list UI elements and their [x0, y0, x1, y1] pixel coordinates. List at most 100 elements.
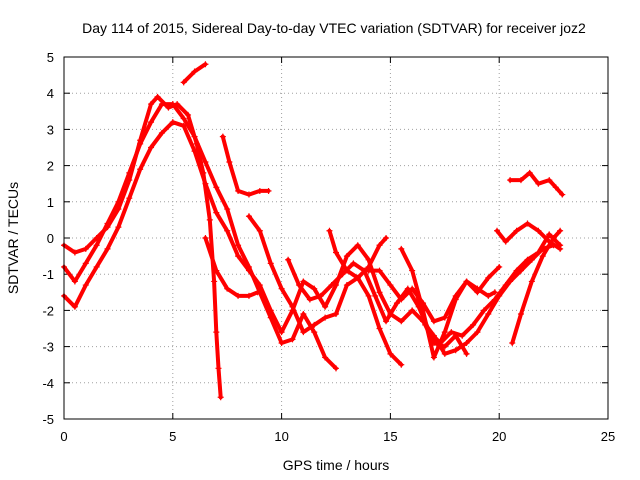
data-point-sat-i — [420, 300, 427, 307]
data-point-sat-c — [71, 303, 78, 310]
chart-title: Day 114 of 2015, Sidereal Day-to-day VTE… — [82, 20, 586, 36]
data-point-sat-c — [420, 318, 427, 325]
data-point-sat-g — [278, 285, 285, 292]
data-point-sat-k — [430, 354, 437, 361]
data-point-sat-c — [452, 347, 459, 354]
data-point-sat-k — [409, 267, 416, 274]
data-point-sat-h — [491, 296, 498, 303]
data-point-sat-c — [474, 329, 481, 336]
data-point-sat-o — [552, 184, 559, 191]
data-point-sat-l — [413, 289, 420, 296]
series-trace-sat-f — [203, 236, 260, 298]
data-point-sat-k — [474, 289, 481, 296]
y-axis-label: SDTVAR / TECUs — [5, 182, 21, 294]
data-point-sat-b — [322, 354, 329, 361]
data-point-sat-a — [154, 93, 161, 100]
data-point-sat-c — [507, 278, 514, 285]
data-point-sat-b — [333, 365, 339, 372]
data-point-sat-h — [339, 271, 346, 278]
data-point-sat-c — [104, 245, 111, 252]
y-tick-label: 3 — [47, 122, 54, 137]
data-point-sat-h — [459, 332, 466, 339]
data-point-sat-i — [430, 318, 437, 325]
data-point-sat-k — [441, 329, 448, 336]
y-tick-label: 0 — [47, 231, 54, 246]
data-point-sat-g — [256, 227, 263, 234]
data-point-sat-f — [254, 289, 261, 296]
data-point-sat-g — [333, 311, 339, 318]
data-point-sat-c — [191, 148, 198, 155]
data-point-sat-e — [256, 187, 263, 194]
series-trace-sat-e — [220, 134, 271, 197]
data-point-sat-j — [326, 227, 333, 234]
data-point-sat-c — [93, 263, 100, 270]
data-point-sat-b — [158, 101, 165, 108]
y-tick-label: 5 — [47, 50, 54, 65]
data-point-sat-f — [245, 292, 252, 299]
data-point-sat-g — [300, 329, 307, 336]
data-markers — [61, 61, 566, 401]
data-point-sat-c — [148, 144, 155, 151]
data-point-sat-i — [376, 267, 383, 274]
data-point-sat-c — [278, 329, 285, 336]
data-point-sat-j — [376, 242, 383, 249]
y-tick-label: -3 — [42, 340, 54, 355]
data-point-sat-b — [278, 339, 285, 346]
data-point-sat-a — [115, 206, 122, 213]
data-point-sat-g — [322, 314, 329, 321]
data-point-sat-d — [202, 61, 209, 68]
data-point-sat-k — [496, 263, 503, 270]
data-point-sat-b — [213, 184, 220, 191]
data-point-sat-b — [104, 220, 111, 227]
data-point-sat-g — [376, 325, 383, 332]
data-point-sat-c — [202, 180, 209, 187]
data-point-sat-h — [415, 303, 422, 310]
data-point-sat-h — [480, 307, 487, 314]
data-point-sat-c — [267, 307, 274, 314]
x-tick-label: 20 — [492, 429, 506, 444]
data-point-sat-e — [219, 133, 226, 140]
data-point-sat-b — [202, 158, 209, 165]
data-point-sat-h — [328, 282, 335, 289]
data-point-sat-c — [169, 119, 176, 126]
data-point-sat-h — [296, 282, 303, 289]
data-point-sat-l — [441, 343, 448, 350]
data-point-sat-l — [452, 332, 459, 339]
data-point-sat-b — [82, 260, 89, 267]
data-point-sat-h — [383, 318, 390, 325]
y-tick-label: 2 — [47, 159, 54, 174]
series-trace-sat-l — [414, 290, 469, 356]
data-point-sat-e — [245, 191, 252, 198]
y-tick-label: -5 — [42, 412, 54, 427]
data-point-sat-h — [437, 339, 444, 346]
data-point-sat-b — [126, 169, 133, 176]
data-point-sat-k — [420, 307, 427, 314]
data-point-sat-h — [317, 292, 324, 299]
data-point-sat-a — [217, 394, 224, 401]
data-point-sat-c — [485, 311, 492, 318]
data-point-sat-b — [235, 242, 242, 249]
data-point-sat-c — [463, 339, 470, 346]
data-point-sat-g — [343, 282, 350, 289]
data-point-sat-m — [546, 238, 553, 245]
data-point-sat-h — [513, 267, 520, 274]
data-point-sat-b — [169, 101, 176, 108]
data-traces — [62, 62, 565, 400]
data-point-sat-g — [387, 350, 394, 357]
data-point-sat-e — [235, 187, 242, 194]
data-point-sat-g — [365, 292, 372, 299]
data-point-sat-a — [211, 278, 218, 285]
data-point-sat-b — [300, 311, 307, 318]
data-point-sat-l — [430, 339, 437, 346]
data-point-sat-i — [491, 289, 498, 296]
data-point-sat-i — [485, 292, 492, 299]
y-tick-label: -2 — [42, 303, 54, 318]
data-point-sat-m — [502, 238, 509, 245]
data-point-sat-b — [115, 198, 122, 205]
data-point-sat-n — [550, 235, 557, 241]
data-point-sat-a — [206, 216, 213, 223]
data-point-sat-n — [539, 253, 546, 260]
data-point-sat-h — [502, 282, 509, 289]
data-point-sat-c — [398, 318, 405, 325]
data-point-sat-e — [226, 158, 233, 165]
